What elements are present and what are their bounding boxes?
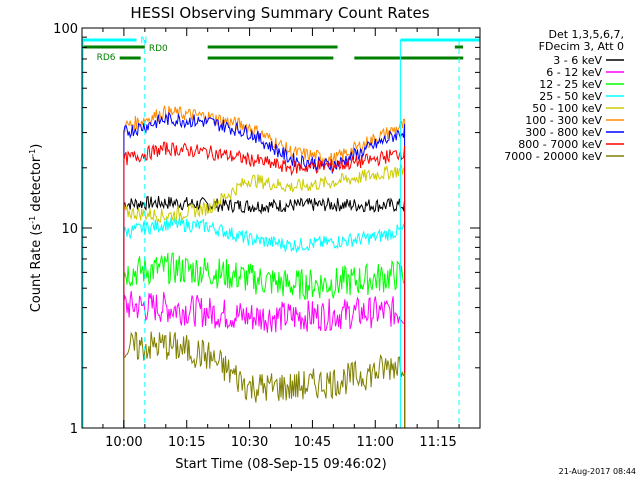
series-trace [123, 331, 406, 428]
series-100-300keV [123, 105, 406, 428]
series-trace [123, 164, 406, 428]
series-7000-20000keV [123, 331, 406, 428]
series-300-800keV [123, 111, 406, 428]
x-tick-label: 11:15 [419, 435, 456, 450]
series-50-100keV [123, 164, 406, 428]
n-state-label: N [140, 36, 147, 46]
legend: Det 1,3,5,6,7,FDecim 3, Att 03 - 6 keV6 … [504, 28, 624, 163]
legend-header: Det 1,3,5,6,7, [548, 28, 624, 41]
series-trace [123, 216, 406, 428]
legend-entry-label: 800 - 7000 keV [518, 138, 602, 151]
x-tick-label: 10:15 [168, 435, 205, 450]
legend-entry-label: 6 - 12 keV [546, 66, 602, 79]
y-tick-label: 100 [53, 22, 78, 37]
series-trace [123, 141, 406, 428]
legend-entry-label: 100 - 300 keV [525, 114, 602, 127]
x-axis-label: Start Time (08-Sep-15 09:46:02) [175, 457, 386, 472]
legend-entry-label: 300 - 800 keV [525, 126, 602, 139]
series-trace [123, 290, 406, 428]
y-tick-label: 10 [61, 222, 78, 237]
series-12-25keV [123, 252, 406, 428]
series-25-50keV [123, 216, 406, 428]
legend-entry-label: 7000 - 20000 keV [504, 150, 602, 163]
legend-entry-label: 12 - 25 keV [539, 78, 602, 91]
rd0-state-label: RD0 [149, 44, 168, 54]
x-tick-label: 10:45 [294, 435, 331, 450]
series-trace [123, 195, 406, 428]
series-trace [123, 252, 406, 428]
legend-entry-label: 50 - 100 keV [532, 102, 602, 115]
x-tick-label: 11:00 [357, 435, 394, 450]
series-trace [123, 111, 406, 428]
plot-frame [81, 27, 481, 429]
legend-entry-label: 3 - 6 keV [553, 54, 602, 67]
x-tick-label: 10:30 [231, 435, 268, 450]
series-3-6keV [123, 195, 406, 428]
x-tick-label: 10:00 [105, 435, 142, 450]
y-axis-label: Count Rate (s-1 detector-1) [28, 144, 44, 313]
series-6-12keV [123, 290, 406, 428]
legend-entry-label: 25 - 50 keV [539, 90, 602, 103]
rd6-state-label: RD6 [97, 53, 116, 63]
y-axis: 1 10 100 [53, 22, 480, 437]
x-axis: 10:00 10:15 10:30 10:45 11:00 11:15 [81, 28, 481, 450]
series-trace [123, 105, 406, 428]
series-layer [123, 105, 406, 428]
series-800-7000keV [123, 141, 406, 428]
footer-date: 21-Aug-2017 08:44 [559, 467, 636, 476]
y-tick-label: 1 [70, 422, 78, 437]
chart-title: HESSI Observing Summary Count Rates [130, 4, 429, 22]
legend-header: FDecim 3, Att 0 [539, 40, 624, 53]
